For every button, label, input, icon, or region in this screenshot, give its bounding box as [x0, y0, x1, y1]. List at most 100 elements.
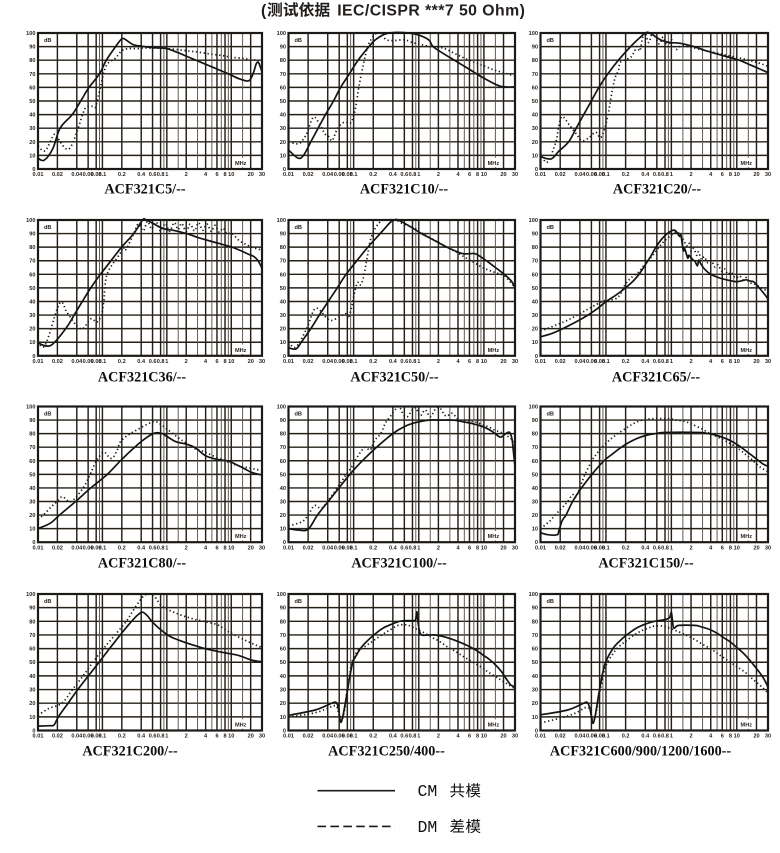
svg-text:MHz: MHz [741, 348, 753, 354]
svg-text:0.2: 0.2 [118, 359, 126, 365]
svg-text:2: 2 [185, 172, 188, 178]
svg-text:ACF321C50/--: ACF321C50/-- [350, 370, 439, 386]
svg-text:0.8: 0.8 [409, 172, 417, 178]
svg-text:0.04: 0.04 [71, 359, 83, 365]
svg-text:6: 6 [468, 172, 471, 178]
svg-text:30: 30 [765, 545, 771, 551]
svg-text:0.4: 0.4 [641, 545, 650, 551]
svg-text:1: 1 [670, 359, 673, 365]
svg-text:30: 30 [512, 545, 518, 551]
svg-text:100: 100 [529, 592, 538, 598]
svg-text:2: 2 [185, 545, 188, 551]
svg-text:0.4: 0.4 [137, 172, 146, 178]
svg-text:dB: dB [547, 225, 554, 231]
svg-text:0.8: 0.8 [157, 734, 165, 740]
svg-text:8: 8 [729, 734, 732, 740]
svg-text:40: 40 [280, 113, 286, 119]
svg-text:60: 60 [532, 272, 538, 278]
svg-text:0.6: 0.6 [400, 172, 408, 178]
svg-text:20: 20 [532, 140, 538, 146]
svg-text:6: 6 [721, 359, 724, 365]
svg-text:2: 2 [437, 545, 440, 551]
svg-text:MHz: MHz [488, 348, 500, 354]
svg-text:0.1: 0.1 [602, 734, 610, 740]
svg-text:2: 2 [690, 545, 693, 551]
svg-text:0.1: 0.1 [350, 734, 358, 740]
svg-text:70: 70 [29, 445, 35, 451]
svg-text:20: 20 [532, 701, 538, 707]
svg-text:0.01: 0.01 [33, 734, 44, 740]
svg-text:40: 40 [532, 674, 538, 680]
svg-text:dB: dB [547, 412, 554, 418]
svg-text:30: 30 [29, 688, 35, 694]
svg-text:20: 20 [29, 327, 35, 333]
svg-text:30: 30 [512, 359, 518, 365]
svg-text:1: 1 [670, 172, 673, 178]
svg-text:70: 70 [280, 633, 286, 639]
svg-text:ACF321C80/--: ACF321C80/-- [98, 556, 187, 572]
svg-text:8: 8 [729, 359, 732, 365]
svg-text:10: 10 [29, 153, 35, 159]
svg-text:ACF321C100/--: ACF321C100/-- [351, 556, 447, 572]
svg-text:0.02: 0.02 [555, 172, 566, 178]
svg-text:100: 100 [529, 218, 538, 224]
svg-text:0.06: 0.06 [83, 359, 94, 365]
svg-text:50: 50 [280, 472, 286, 478]
svg-text:100: 100 [26, 405, 35, 411]
svg-text:2: 2 [437, 734, 440, 740]
svg-text:80: 80 [280, 619, 286, 625]
svg-text:0.04: 0.04 [71, 172, 83, 178]
svg-text:90: 90 [29, 418, 35, 424]
svg-text:8: 8 [476, 545, 479, 551]
svg-text:10: 10 [734, 734, 740, 740]
svg-text:90: 90 [532, 418, 538, 424]
svg-text:0.08: 0.08 [342, 172, 353, 178]
svg-text:2: 2 [185, 359, 188, 365]
svg-text:90: 90 [280, 45, 286, 51]
svg-text:0.1: 0.1 [602, 172, 610, 178]
svg-text:0.1: 0.1 [350, 545, 358, 551]
svg-text:0.2: 0.2 [118, 734, 126, 740]
svg-text:0.08: 0.08 [91, 545, 102, 551]
svg-text:0.4: 0.4 [641, 359, 650, 365]
svg-text:0.06: 0.06 [334, 172, 345, 178]
svg-text:ACF321C250/400--: ACF321C250/400-- [328, 744, 445, 760]
svg-text:10: 10 [228, 359, 234, 365]
svg-text:10: 10 [734, 359, 740, 365]
svg-text:4: 4 [709, 734, 713, 740]
svg-text:30: 30 [765, 172, 771, 178]
svg-text:ACF321C20/--: ACF321C20/-- [613, 182, 702, 198]
svg-text:20: 20 [248, 734, 254, 740]
svg-text:50: 50 [29, 286, 35, 292]
svg-text:20: 20 [532, 327, 538, 333]
svg-text:4: 4 [709, 172, 713, 178]
svg-text:30: 30 [259, 734, 265, 740]
svg-text:0.8: 0.8 [409, 734, 417, 740]
svg-text:ACF321C5/--: ACF321C5/-- [104, 182, 185, 198]
svg-text:20: 20 [248, 172, 254, 178]
svg-text:70: 70 [280, 259, 286, 265]
svg-text:0.02: 0.02 [303, 734, 314, 740]
svg-text:30: 30 [532, 688, 538, 694]
svg-text:2: 2 [437, 172, 440, 178]
svg-text:0.01: 0.01 [535, 734, 546, 740]
svg-text:30: 30 [512, 734, 518, 740]
svg-text:0.01: 0.01 [33, 172, 44, 178]
svg-text:6: 6 [721, 734, 724, 740]
svg-text:30: 30 [532, 500, 538, 506]
svg-text:0.02: 0.02 [555, 545, 566, 551]
svg-text:0.06: 0.06 [83, 172, 94, 178]
svg-text:ACF321C150/--: ACF321C150/-- [598, 556, 694, 572]
svg-text:0.4: 0.4 [389, 734, 398, 740]
svg-text:60: 60 [280, 459, 286, 465]
svg-text:0.04: 0.04 [322, 734, 334, 740]
svg-text:10: 10 [280, 527, 286, 533]
svg-text:30: 30 [512, 172, 518, 178]
svg-text:0.01: 0.01 [33, 545, 44, 551]
svg-text:0: 0 [535, 167, 538, 173]
svg-text:90: 90 [280, 232, 286, 238]
svg-text:1: 1 [165, 734, 168, 740]
svg-text:10: 10 [481, 734, 487, 740]
svg-text:4: 4 [204, 172, 208, 178]
svg-text:CM: CM [418, 782, 438, 801]
